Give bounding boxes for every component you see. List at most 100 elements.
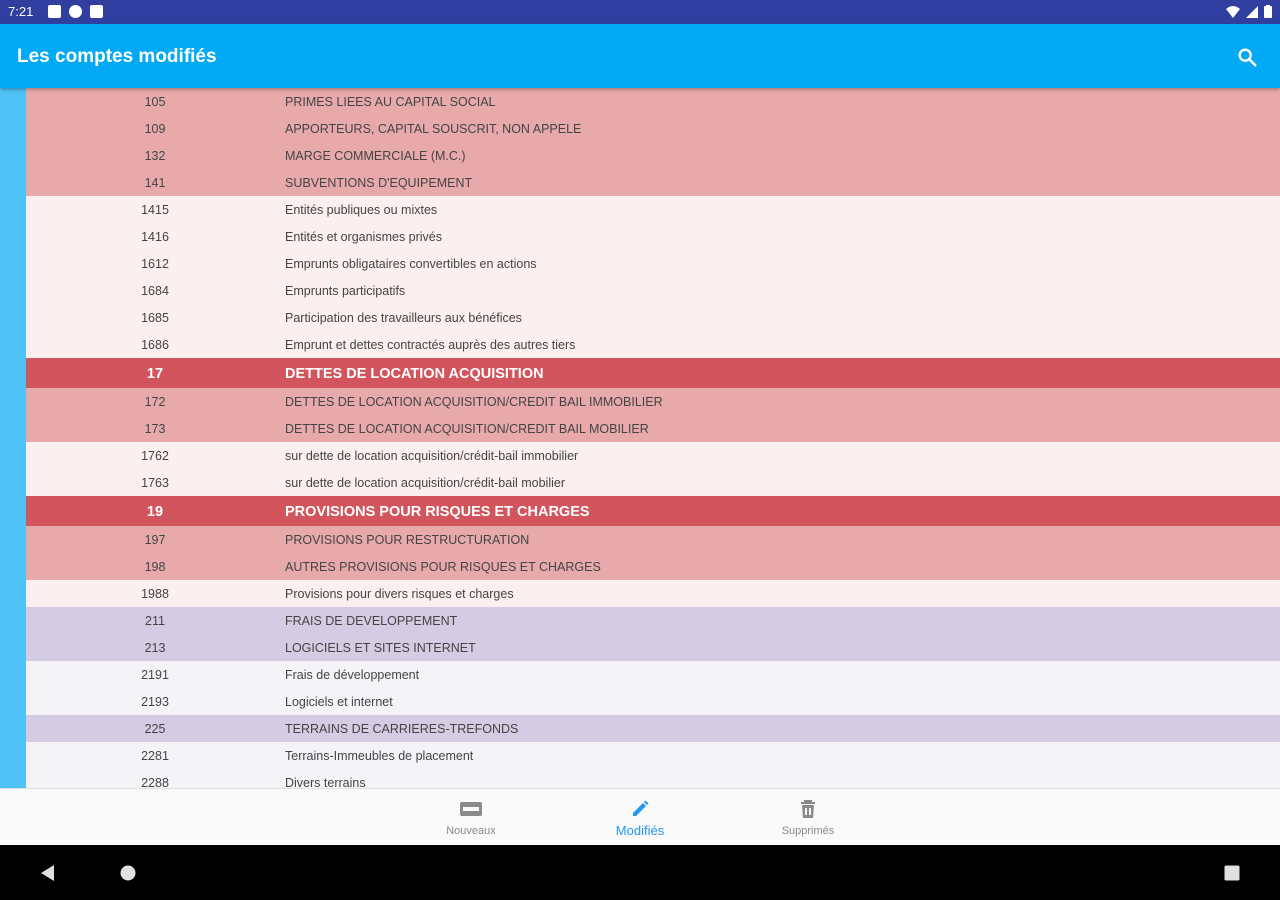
account-label: Emprunt et dettes contractés auprès des …: [285, 338, 576, 352]
account-row[interactable]: 1686 Emprunt et dettes contractés auprès …: [26, 331, 1280, 358]
account-row[interactable]: 1684 Emprunts participatifs: [26, 277, 1280, 304]
nav-item-new-label: Nouveaux: [446, 825, 496, 837]
account-row[interactable]: 225 TERRAINS DE CARRIERES-TREFONDS: [26, 715, 1280, 742]
account-row[interactable]: 2193 Logiciels et internet: [26, 688, 1280, 715]
account-label: DETTES DE LOCATION ACQUISITION/CREDIT BA…: [285, 395, 663, 409]
account-row[interactable]: 1762 sur dette de location acquisition/cr…: [26, 442, 1280, 469]
account-code: 1763: [141, 476, 169, 490]
nav-item-modified[interactable]: Modifiés: [560, 789, 720, 846]
account-row[interactable]: 213 LOGICIELS ET SITES INTERNET: [26, 634, 1280, 661]
recents-icon[interactable]: [1223, 864, 1241, 882]
account-row[interactable]: 1685 Participation des travailleurs aux b…: [26, 304, 1280, 331]
account-code: 173: [144, 422, 166, 436]
wifi-icon: [1226, 5, 1240, 18]
account-code: 1612: [141, 257, 169, 271]
account-label: AUTRES PROVISIONS POUR RISQUES ET CHARGE…: [285, 560, 601, 574]
account-code: 197: [144, 533, 166, 547]
account-code: 2281: [141, 749, 169, 763]
account-row[interactable]: 1763 sur dette de location acquisition/cr…: [26, 469, 1280, 496]
account-label: MARGE COMMERCIALE (M.C.): [285, 149, 466, 163]
account-row[interactable]: 211 FRAIS DE DEVELOPPEMENT: [26, 607, 1280, 634]
account-label: TERRAINS DE CARRIERES-TREFONDS: [285, 722, 519, 736]
nav-item-modified-label: Modifiés: [615, 823, 665, 838]
nav-item-deleted[interactable]: Supprimés: [728, 789, 888, 846]
account-code: 141: [144, 176, 166, 190]
account-code: 225: [144, 722, 166, 736]
account-label: Logiciels et internet: [285, 695, 393, 709]
bottom-navigation: Nouveaux Modifiés Supprimés: [0, 788, 1280, 846]
account-code: 1686: [141, 338, 169, 352]
account-code: 105: [144, 95, 166, 109]
account-label: SUBVENTIONS D'EQUIPEMENT: [285, 176, 473, 190]
account-row[interactable]: 109 APPORTEURS, CAPITAL SOUSCRIT, NON APP…: [26, 115, 1280, 142]
nav-item-deleted-label: Supprimés: [781, 825, 835, 837]
account-code: 1685: [141, 311, 169, 325]
section-header-row[interactable]: 19 PROVISIONS POUR RISQUES ET CHARGES: [26, 496, 1280, 526]
account-row[interactable]: 173 DETTES DE LOCATION ACQUISITION/CREDIT…: [26, 415, 1280, 442]
account-code: 213: [144, 641, 166, 655]
account-code: 2288: [141, 776, 169, 788]
left-accent-strip: [0, 88, 26, 788]
account-code: 1684: [141, 284, 169, 298]
back-icon[interactable]: [38, 864, 56, 882]
account-label: Participation des travailleurs aux bénéf…: [285, 311, 522, 325]
account-row[interactable]: 1415 Entités publiques ou mixtes: [26, 196, 1280, 223]
account-label: Entités et organismes privés: [285, 230, 443, 244]
notification-icons: [48, 5, 103, 18]
search-icon[interactable]: [1236, 46, 1258, 68]
account-label: LOGICIELS ET SITES INTERNET: [285, 641, 476, 655]
account-code: 19: [146, 504, 164, 520]
account-row[interactable]: 2191 Frais de développement: [26, 661, 1280, 688]
account-row[interactable]: 172 DETTES DE LOCATION ACQUISITION/CREDIT…: [26, 388, 1280, 415]
account-row[interactable]: 2281 Terrains-Immeubles de placement: [26, 742, 1280, 769]
account-row[interactable]: 141 SUBVENTIONS D'EQUIPEMENT: [26, 169, 1280, 196]
account-row[interactable]: 2288 Divers terrains: [26, 769, 1280, 788]
new-badge-icon: [460, 802, 482, 816]
account-label: Terrains-Immeubles de placement: [285, 749, 474, 763]
account-row[interactable]: 1612 Emprunts obligataires convertibles e…: [26, 250, 1280, 277]
status-time: 7:21: [8, 4, 34, 19]
account-label: PROVISIONS POUR RESTRUCTURATION: [285, 533, 530, 547]
account-label: Provisions pour divers risques et charge…: [285, 587, 514, 601]
account-label: Emprunts participatifs: [285, 284, 406, 298]
account-label: PROVISIONS POUR RISQUES ET CHARGES: [285, 504, 590, 520]
account-row[interactable]: 105 PRIMES LIEES AU CAPITAL SOCIAL: [26, 88, 1280, 115]
account-code: 1415: [141, 203, 169, 217]
sd-card-icon: [90, 5, 103, 18]
account-code: 198: [144, 560, 166, 574]
trash-icon: [801, 800, 815, 818]
account-label: APPORTEURS, CAPITAL SOUSCRIT, NON APPELE: [285, 122, 582, 136]
system-navigation-bar: [0, 845, 1280, 900]
account-row[interactable]: 132 MARGE COMMERCIALE (M.C.): [26, 142, 1280, 169]
account-label: sur dette de location acquisition/crédit…: [285, 449, 579, 463]
account-row[interactable]: 1416 Entités et organismes privés: [26, 223, 1280, 250]
account-code: 211: [145, 614, 165, 628]
account-code: 172: [144, 395, 166, 409]
system-status-icons: [1226, 5, 1272, 18]
status-bar: 7:21: [0, 0, 1280, 24]
notification-icon: [48, 5, 61, 18]
account-row[interactable]: 1988 Provisions pour divers risques et ch…: [26, 580, 1280, 607]
account-label: PRIMES LIEES AU CAPITAL SOCIAL: [285, 95, 496, 109]
edit-pencil-icon: [633, 800, 649, 816]
page-title: Les comptes modifiés: [17, 46, 217, 67]
account-label: Entités publiques ou mixtes: [285, 203, 438, 217]
account-code: 17: [146, 366, 164, 382]
app-bar: Les comptes modifiés: [0, 24, 1280, 88]
section-header-row[interactable]: 17 DETTES DE LOCATION ACQUISITION: [26, 358, 1280, 388]
account-code: 132: [144, 149, 166, 163]
account-row[interactable]: 198 AUTRES PROVISIONS POUR RISQUES ET CHA…: [26, 553, 1280, 580]
app-notification-icon: [69, 5, 82, 18]
account-code: 1416: [141, 230, 169, 244]
account-list[interactable]: 105 PRIMES LIEES AU CAPITAL SOCIAL 109 APPO…: [26, 88, 1280, 788]
home-icon[interactable]: [119, 864, 137, 882]
account-code: 1762: [141, 449, 169, 463]
account-label: Divers terrains: [285, 776, 366, 788]
account-code: 109: [144, 122, 166, 136]
nav-item-new[interactable]: Nouveaux: [391, 789, 551, 846]
account-label: DETTES DE LOCATION ACQUISITION: [285, 366, 544, 382]
account-label: DETTES DE LOCATION ACQUISITION/CREDIT BA…: [285, 422, 649, 436]
account-row[interactable]: 197 PROVISIONS POUR RESTRUCTURATION: [26, 526, 1280, 553]
account-code: 2193: [141, 695, 169, 709]
battery-icon: [1264, 5, 1272, 18]
